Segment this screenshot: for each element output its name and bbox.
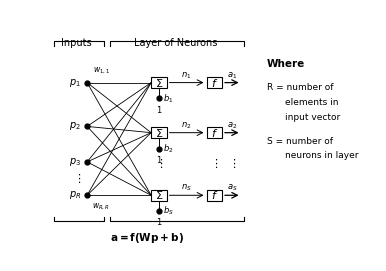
Text: R = number of: R = number of [267,83,333,92]
Text: $\mathbf{a = f(Wp + b)}$: $\mathbf{a = f(Wp + b)}$ [110,231,184,245]
Text: Inputs: Inputs [61,38,92,48]
Text: S = number of: S = number of [267,137,333,146]
Text: $p_R$: $p_R$ [69,189,81,201]
Text: 1: 1 [156,218,162,227]
FancyBboxPatch shape [151,190,167,201]
Text: $b_2$: $b_2$ [163,142,173,155]
Text: $w_{R,R}$: $w_{R,R}$ [91,202,110,212]
Text: $n_S$: $n_S$ [181,183,192,193]
Text: Where: Where [267,59,305,69]
Text: $\Sigma$: $\Sigma$ [155,189,163,201]
Text: $\vdots$: $\vdots$ [73,172,81,185]
FancyBboxPatch shape [207,77,222,88]
Text: 1: 1 [156,106,162,115]
Text: input vector: input vector [284,113,340,122]
Text: Layer of Neurons: Layer of Neurons [134,38,217,48]
Text: $p_3$: $p_3$ [69,156,81,168]
Text: $b_1$: $b_1$ [163,92,173,105]
Text: $p_1$: $p_1$ [69,77,81,89]
Text: 1: 1 [156,156,162,165]
Text: $p_2$: $p_2$ [69,120,81,133]
Text: $f$: $f$ [211,77,218,89]
Text: $f$: $f$ [211,127,218,139]
Text: $n_2$: $n_2$ [181,120,192,131]
Text: elements in: elements in [284,98,338,107]
Text: $n_1$: $n_1$ [181,70,192,80]
Text: $a_1$: $a_1$ [227,70,238,80]
Text: $b_S$: $b_S$ [163,205,174,217]
Text: $\vdots$: $\vdots$ [228,157,236,170]
Text: $\Sigma$: $\Sigma$ [155,77,163,89]
Text: $f$: $f$ [211,189,218,201]
FancyBboxPatch shape [207,127,222,138]
Text: $\vdots$: $\vdots$ [155,157,163,170]
FancyBboxPatch shape [151,127,167,138]
Text: $\vdots$: $\vdots$ [210,157,218,170]
FancyBboxPatch shape [207,190,222,201]
FancyBboxPatch shape [151,77,167,88]
Text: $\Sigma$: $\Sigma$ [155,127,163,139]
Text: neurons in layer: neurons in layer [284,151,358,160]
Text: $w_{1,1}$: $w_{1,1}$ [93,66,110,76]
Text: $a_2$: $a_2$ [227,120,238,131]
Text: $a_S$: $a_S$ [227,183,238,193]
